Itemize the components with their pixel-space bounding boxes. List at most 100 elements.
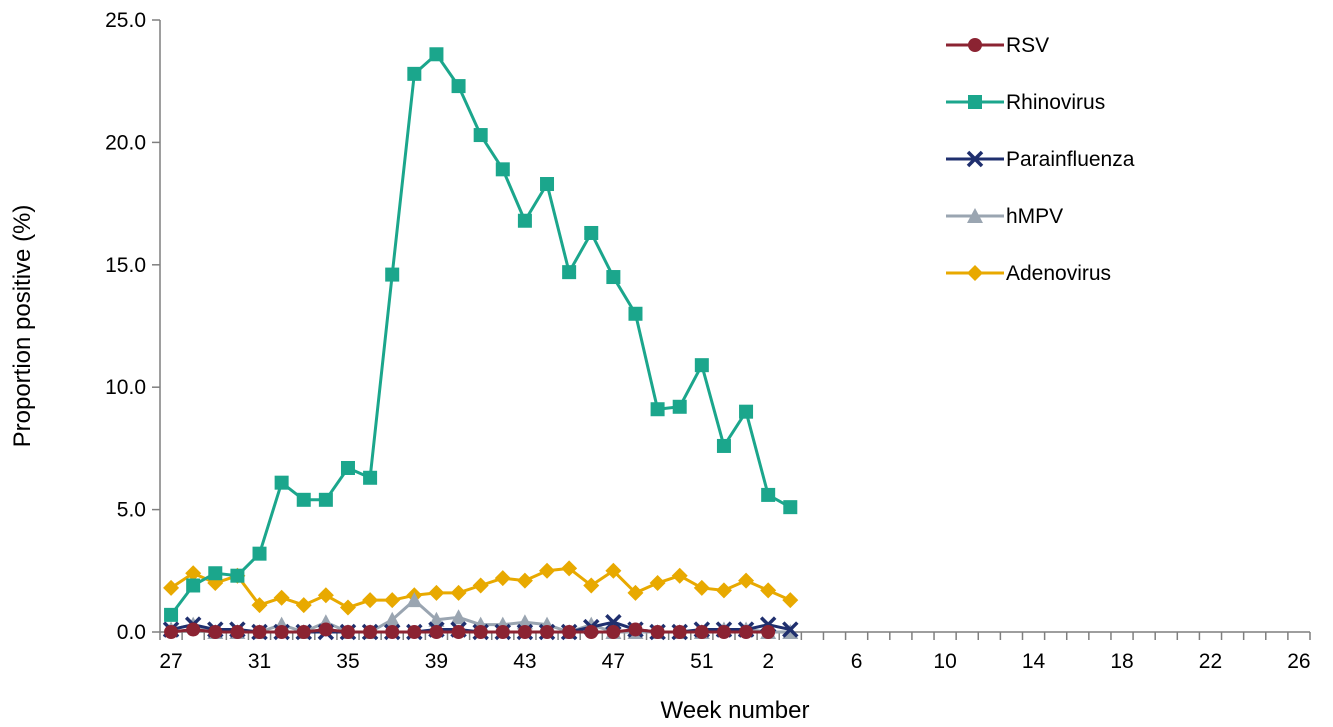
- rsv-point: [517, 625, 532, 639]
- y-tick-label: 20.0: [105, 131, 146, 154]
- y-axis-title: Proportion positive (%): [9, 205, 36, 448]
- rsv-series: [164, 622, 776, 639]
- x-tick-label: 2: [762, 650, 774, 673]
- rhinovirus-series: [164, 47, 798, 622]
- adenovirus-point: [715, 582, 732, 599]
- x-tick-label: 43: [513, 650, 536, 673]
- legend-marker: [968, 95, 982, 109]
- adenovirus-point: [295, 597, 312, 614]
- adenovirus-point: [163, 579, 180, 596]
- rhinovirus-point: [208, 566, 223, 581]
- rsv-point: [407, 625, 422, 639]
- rsv-point: [761, 625, 776, 639]
- adenovirus-point: [472, 577, 489, 594]
- rhinovirus-point: [274, 475, 289, 490]
- adenovirus-point: [494, 570, 511, 587]
- rsv-point: [473, 625, 488, 639]
- y-axis-ticks: 0.0 5.0 10.0 15.0 20.0 25.0: [105, 9, 160, 644]
- legend-marker: [966, 150, 984, 168]
- rsv-point: [606, 625, 621, 639]
- parainfluenza-point: [782, 621, 799, 638]
- x-tick-label: 26: [1287, 650, 1310, 673]
- legend-item-rsv: RSV: [946, 34, 1049, 57]
- rhinovirus-point: [230, 568, 245, 583]
- legend-item-hmpv: hMPV: [946, 205, 1063, 228]
- x-tick-label: 10: [933, 650, 956, 673]
- legend: RSV Rhinovirus Parainfluenza hMPV Adenovirus: [946, 34, 1135, 285]
- adenovirus-point: [185, 565, 202, 582]
- adenovirus-point: [693, 579, 710, 596]
- legend-label: hMPV: [1006, 205, 1063, 228]
- rsv-point: [650, 625, 665, 639]
- adenovirus-point: [362, 592, 379, 609]
- legend-item-rhinovirus: Rhinovirus: [946, 91, 1105, 114]
- series-layer: [162, 47, 799, 641]
- rsv-point: [252, 625, 267, 639]
- adenovirus-point: [561, 560, 578, 577]
- rhinovirus-point: [252, 546, 267, 561]
- rsv-point: [274, 625, 289, 639]
- rsv-point: [429, 625, 444, 639]
- rsv-point: [672, 625, 687, 639]
- y-tick-label: 15.0: [105, 254, 146, 277]
- rhinovirus-point: [363, 470, 378, 485]
- rhinovirus-point: [761, 487, 776, 502]
- rhinovirus-point: [672, 399, 687, 414]
- rsv-point: [739, 625, 754, 639]
- adenovirus-point: [273, 589, 290, 606]
- adenovirus-point: [605, 562, 622, 579]
- x-tick-label: 51: [690, 650, 713, 673]
- rhinovirus-point: [716, 438, 731, 453]
- x-tick-label: 22: [1199, 650, 1222, 673]
- adenovirus-point: [738, 572, 755, 589]
- x-tick-label: 39: [425, 650, 448, 673]
- adenovirus-point: [384, 592, 401, 609]
- rsv-point: [318, 622, 333, 637]
- hmpv-point: [516, 614, 533, 630]
- rhinovirus-point: [517, 213, 532, 228]
- hmpv-point: [428, 611, 445, 627]
- rhinovirus-point: [739, 404, 754, 419]
- rsv-point: [451, 625, 466, 639]
- legend-label: Rhinovirus: [1006, 91, 1105, 114]
- rhinovirus-point: [540, 177, 555, 192]
- legend-item-adenovirus: Adenovirus: [946, 262, 1111, 285]
- rhinovirus-point: [340, 460, 355, 475]
- rsv-point: [562, 625, 577, 639]
- x-tick-label: 14: [1022, 650, 1046, 673]
- adenovirus-point: [539, 562, 556, 579]
- y-tick-label: 0.0: [117, 621, 146, 644]
- y-tick-label: 25.0: [105, 9, 146, 32]
- rhinovirus-point: [606, 270, 621, 285]
- rhinovirus-point: [650, 402, 665, 417]
- rsv-point: [340, 625, 355, 639]
- adenovirus-point: [627, 584, 644, 601]
- rsv-line: [170, 628, 769, 634]
- rhinovirus-point: [407, 66, 422, 81]
- rhinovirus-point: [562, 265, 577, 280]
- legend-marker: [968, 38, 982, 52]
- rhinovirus-point: [296, 492, 311, 507]
- y-tick-label: 5.0: [117, 499, 146, 522]
- legend-label: Adenovirus: [1006, 262, 1111, 285]
- adenovirus-point: [649, 575, 666, 592]
- legend-marker: [967, 265, 983, 281]
- rsv-point: [363, 625, 378, 639]
- rhinovirus-point: [694, 358, 709, 373]
- adenovirus-point: [251, 597, 268, 614]
- x-axis-title: Week number: [661, 697, 810, 724]
- x-tick-label: 6: [851, 650, 863, 673]
- adenovirus-point: [671, 567, 688, 584]
- rhinovirus-point: [186, 578, 201, 593]
- rhinovirus-point: [473, 128, 488, 143]
- rhinovirus-point: [628, 306, 643, 321]
- hmpv-point: [450, 609, 467, 625]
- y-tick-label: 10.0: [105, 376, 146, 399]
- rsv-point: [694, 625, 709, 639]
- adenovirus-point: [317, 587, 334, 604]
- rhinovirus-point: [318, 492, 333, 507]
- adenovirus-point: [339, 599, 356, 616]
- adenovirus-point: [782, 592, 799, 609]
- rhinovirus-point: [429, 47, 444, 62]
- rsv-point: [186, 622, 201, 637]
